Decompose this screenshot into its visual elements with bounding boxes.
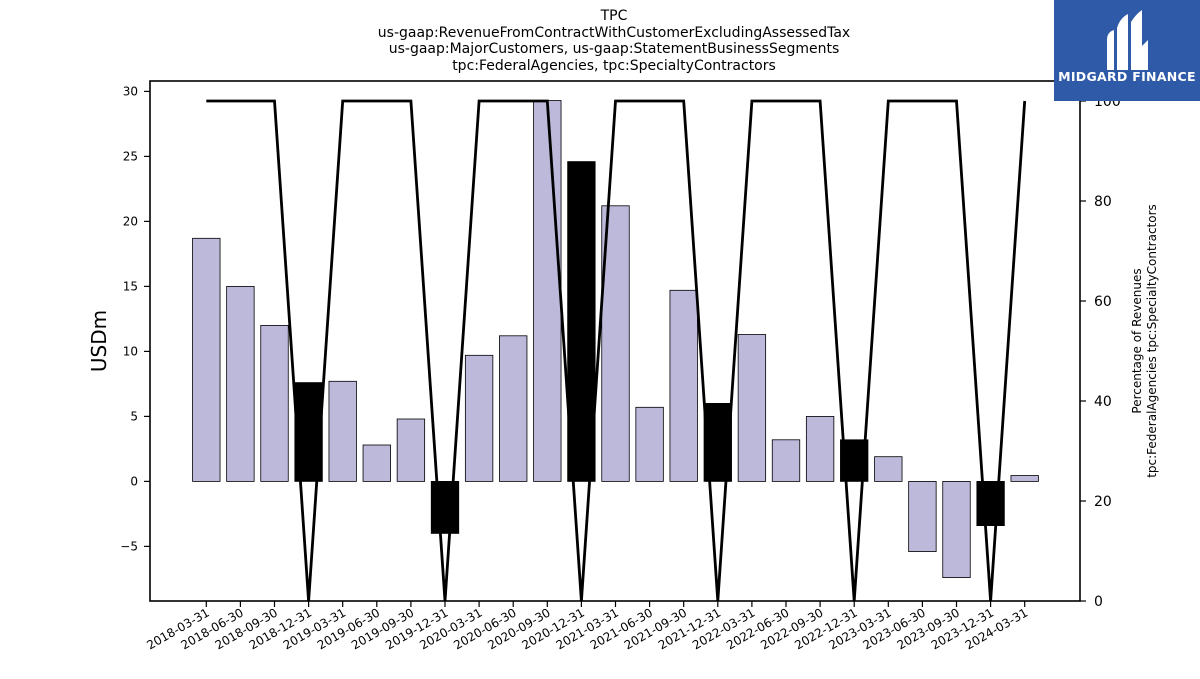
logo-text: MIDGARD FINANCE [1058, 69, 1196, 84]
title-line-1: TPC [600, 8, 628, 24]
title-line-3: us-gaap:MajorCustomers, us-gaap:Statemen… [389, 41, 840, 57]
bar-2019-09-30 [397, 419, 425, 481]
bar-2023-12-31 [977, 481, 1005, 525]
bar-2024-03-31 [1011, 476, 1038, 482]
y-tick-label: 5 [130, 409, 138, 423]
y-tick-label: −5 [120, 539, 138, 553]
y2-tick-label: 80 [1094, 194, 1112, 210]
bar-2020-09-30 [534, 101, 562, 482]
title-line-4: tpc:FederalAgencies, tpc:SpecialtyContra… [452, 58, 776, 74]
bar-2022-03-31 [738, 335, 766, 482]
bar-2023-09-30 [943, 481, 971, 577]
y2-tick-label: 40 [1094, 394, 1112, 410]
bar-2021-06-30 [636, 407, 664, 481]
bar-2020-03-31 [465, 355, 493, 481]
y-tick-label: 15 [123, 279, 138, 293]
bar-2020-06-30 [499, 336, 527, 482]
y2-tick-label: 0 [1094, 594, 1103, 610]
bar-2022-06-30 [772, 440, 800, 482]
bar-2018-06-30 [227, 286, 255, 481]
y2-axis-label: Percentage of Revenues tpc:FederalAgenci… [1130, 204, 1159, 478]
bar-2020-12-31 [568, 162, 596, 482]
bar-2019-12-31 [431, 481, 459, 533]
y-tick-label: 20 [123, 214, 138, 228]
y2-tick-label: 60 [1094, 294, 1112, 310]
bar-2019-06-30 [363, 445, 391, 481]
bar-2019-03-31 [329, 381, 357, 481]
bar-2018-03-31 [193, 238, 221, 481]
title-line-2: us-gaap:RevenueFromContractWithCustomerE… [378, 25, 850, 41]
y-tick-label: 30 [123, 84, 138, 98]
midgard-finance-logo: MIDGARD FINANCE [1054, 0, 1200, 101]
bar-2022-09-30 [806, 416, 834, 481]
bar-2018-09-30 [261, 325, 289, 481]
chart-title: TPC us-gaap:RevenueFromContractWithCusto… [378, 8, 850, 74]
y2-axis-label-line-1: Percentage of Revenues [1130, 268, 1144, 413]
y-tick-label: 0 [130, 474, 138, 488]
y2-tick-label: 20 [1094, 494, 1112, 510]
bar-2021-09-30 [670, 290, 698, 481]
y2-axis-label-line-2: tpc:FederalAgencies tpc:SpecialtyContrac… [1145, 204, 1159, 478]
bar-2023-03-31 [875, 457, 903, 482]
bar-2023-06-30 [909, 481, 937, 551]
y-tick-label: 25 [123, 149, 138, 163]
y-axis-label: USDm [87, 310, 111, 372]
y-tick-label: 10 [123, 344, 138, 358]
bars-group [193, 101, 1039, 578]
